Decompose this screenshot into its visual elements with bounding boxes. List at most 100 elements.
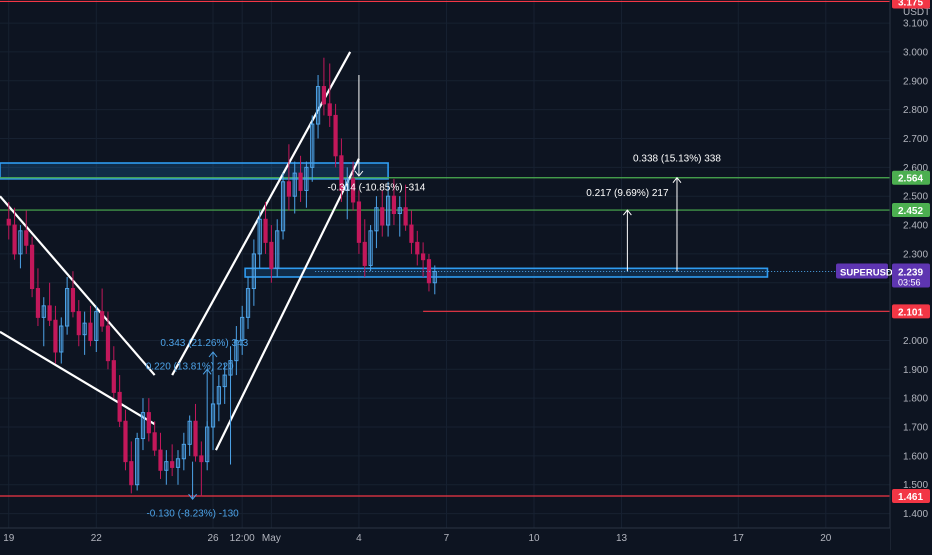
candle-body (175, 458, 181, 468)
candle-body (140, 412, 146, 440)
measure-label: 0.220 (13.81%) 220 (146, 361, 234, 372)
candle-body (421, 253, 426, 261)
zone-rectangles[interactable] (0, 162, 769, 278)
price-badge[interactable]: 1.461 (892, 488, 930, 503)
candles (6, 57, 437, 497)
candle-body (47, 305, 52, 321)
price-badge-bg (892, 203, 930, 218)
grid (0, 0, 890, 528)
price-badge-label: 2.452 (898, 206, 923, 217)
measure-arrow (188, 493, 197, 500)
candle-body (397, 207, 402, 215)
candle-body (117, 391, 122, 422)
measure-arrow (202, 368, 212, 375)
price-badge-label: 1.461 (898, 492, 923, 503)
price-badge-label: 3.175 (898, 0, 923, 8)
candle-body (65, 288, 70, 327)
time-tick-label: 12:00 (230, 533, 255, 544)
trend-line[interactable] (171, 51, 352, 376)
candle-body (70, 288, 76, 313)
price-tick-label: 3.100 (903, 19, 928, 30)
candle-body (432, 271, 437, 284)
price-badge[interactable]: 2.101 (892, 304, 930, 319)
candle-body (123, 420, 128, 463)
candle-body (333, 114, 338, 157)
candle-body (240, 316, 245, 341)
candle-body (350, 178, 356, 203)
candle-body (327, 103, 332, 116)
price-tick-label: 1.500 (903, 480, 928, 491)
trend-lines[interactable] (0, 51, 360, 451)
current-price-label: 2.239 (898, 268, 923, 279)
time-axis[interactable]: 19 22 26 12:00 May 4 7 10 13 17 20 (0, 527, 890, 550)
time-tick-label: May (262, 533, 281, 544)
price-badge[interactable]: 3.175 (892, 0, 930, 8)
candle-body (164, 461, 169, 471)
time-tick-label: 19 (3, 533, 15, 544)
candle-body (187, 420, 192, 445)
zone-rectangle[interactable] (0, 162, 389, 180)
measure-arrow (208, 351, 218, 358)
measurements[interactable]: 0.338 (15.13%) 338 0.217 (9.69%) 217 -0.31… (146, 75, 722, 519)
trend-line[interactable] (0, 330, 156, 426)
candle-body (374, 207, 379, 232)
candle-body (135, 438, 140, 486)
candle-body (222, 374, 227, 388)
candle-body (286, 181, 291, 197)
measure-label: -0.314 (-10.85%) -314 (328, 182, 426, 193)
price-tick-label: 1.700 (903, 423, 928, 434)
horizontal-levels[interactable] (0, 0, 890, 497)
price-badge-label: 2.564 (898, 174, 923, 185)
trend-line[interactable] (0, 195, 156, 376)
time-tick-label: 20 (820, 533, 832, 544)
price-badge[interactable]: 2.564 (892, 170, 930, 185)
candle-body (53, 319, 58, 353)
symbol-badge[interactable]: SUPERUSDT (836, 263, 899, 279)
zone-rectangle[interactable] (244, 267, 769, 278)
candle-body (193, 420, 198, 457)
candle-body (292, 172, 297, 197)
symbol-label: SUPERUSDT (840, 268, 899, 279)
candle-body (298, 172, 303, 191)
price-tick-label: 1.400 (903, 509, 928, 520)
candle-body (339, 155, 344, 191)
candle-body (18, 230, 23, 255)
candle-body (105, 325, 111, 362)
price-tick-label: 2.900 (903, 76, 928, 87)
trend-line[interactable] (214, 158, 360, 451)
candle-body (228, 360, 233, 376)
price-badge[interactable]: 2.452 (892, 203, 930, 218)
candle-body (158, 449, 163, 471)
candle-body (275, 230, 280, 269)
candle-body (321, 86, 327, 105)
time-tick-label: 17 (733, 533, 745, 544)
measure-label: 0.338 (15.13%) 338 (633, 154, 721, 165)
candle-body (385, 195, 391, 226)
candle-body (100, 311, 105, 327)
price-axis[interactable]: 1.4001.5001.6001.7001.8001.9002.0002.100… (315, 0, 932, 550)
candle-body (245, 288, 251, 318)
candle-body (216, 386, 221, 405)
candle-body (82, 322, 87, 336)
current-price-badge-bg (892, 263, 930, 288)
candle-body (391, 195, 397, 215)
measure-label: 0.343 (21.26%) 343 (160, 338, 248, 349)
time-tick-label: 10 (528, 533, 540, 544)
candle-body (88, 322, 93, 341)
candle-body (170, 461, 175, 468)
candle-body (409, 224, 414, 243)
price-tick-label: 1.600 (903, 451, 928, 462)
candle-body (59, 325, 64, 353)
candle-body (146, 412, 151, 434)
measure-label: -0.130 (-8.23%) -130 (146, 508, 239, 519)
price-tick-label: 2.500 (903, 192, 928, 203)
symbol-badge-bg (836, 263, 888, 279)
candle-body (415, 241, 420, 255)
candle-body (41, 305, 46, 318)
measure-label: 0.217 (9.69%) 217 (586, 188, 669, 199)
price-tick-label: 2.400 (903, 221, 928, 232)
candle-body (315, 86, 321, 125)
candle-body (76, 311, 81, 336)
